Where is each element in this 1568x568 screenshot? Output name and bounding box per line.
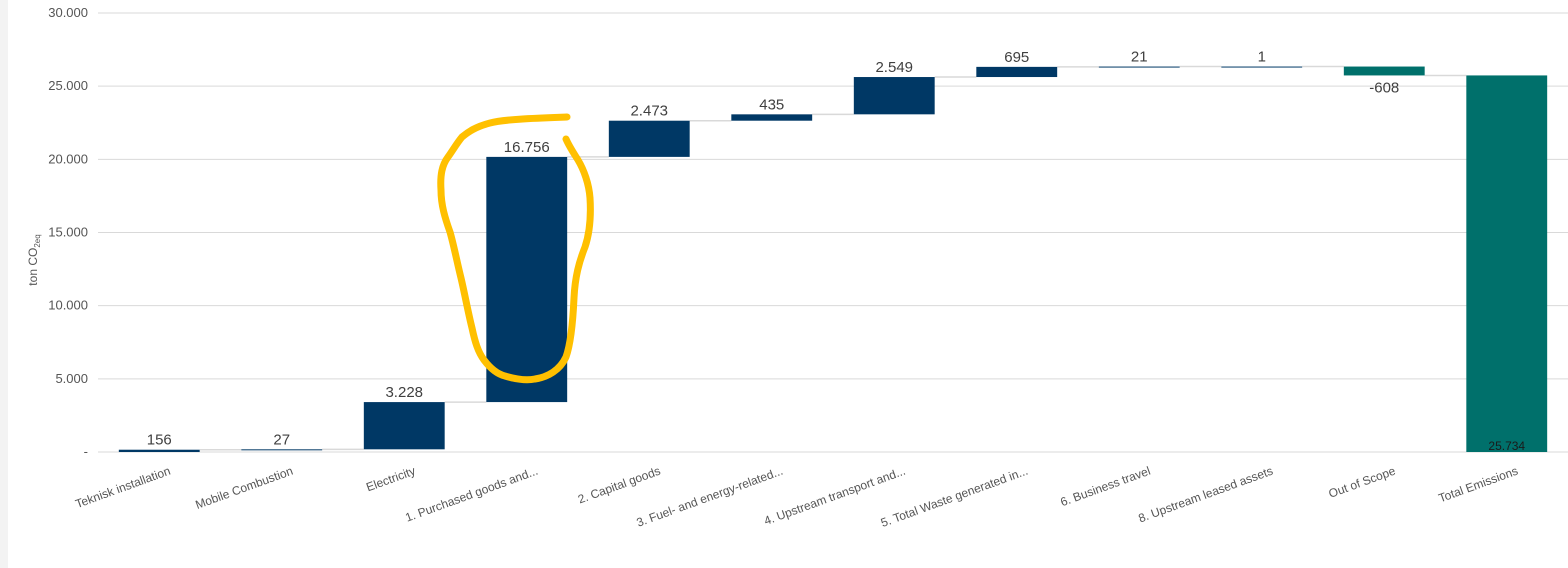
category-label: 1. Purchased goods and... — [403, 464, 539, 525]
gridlines — [98, 12, 1568, 453]
y-axis-label: ton CO2eq — [26, 234, 42, 285]
data-label: 435 — [759, 96, 784, 113]
data-label: -608 — [1369, 79, 1399, 96]
data-label: 156 — [147, 432, 172, 449]
bar — [241, 449, 323, 451]
y-tick-label: 5.000 — [55, 371, 88, 386]
y-tick-label: 30.000 — [48, 5, 88, 20]
category-label: Out of Scope — [1327, 464, 1398, 501]
data-labels: 156 27 3.228 16.756 2.473 435 2.549 695 21 1 -608 2… — [147, 49, 1526, 453]
bar — [1221, 66, 1303, 68]
y-tick-label: 20.000 — [48, 151, 88, 166]
data-label: 2.549 — [875, 59, 913, 76]
category-label: Teknisk installation — [73, 464, 172, 511]
bar — [363, 402, 445, 450]
data-label: 25.734 — [1488, 439, 1525, 453]
highlight-circle-annotation — [437, 113, 594, 384]
bar — [486, 156, 568, 403]
data-label: 3.228 — [385, 384, 423, 401]
bar — [1343, 66, 1425, 76]
category-label: Total Emissions — [1437, 464, 1520, 506]
bar — [853, 77, 935, 115]
category-label: 6. Business travel — [1058, 464, 1152, 510]
y-axis-ticks: - 5.000 10.000 15.000 20.000 25.000 30.000 — [48, 5, 88, 459]
category-label: 2. Capital goods — [576, 464, 662, 507]
bars — [118, 66, 1548, 453]
data-label: 695 — [1004, 49, 1029, 66]
bar — [118, 449, 200, 452]
bar — [1466, 75, 1548, 453]
data-label: 2.473 — [630, 103, 668, 120]
data-label: 1 — [1258, 49, 1266, 66]
y-tick-label: 10.000 — [48, 298, 88, 313]
category-label: Electricity — [364, 464, 417, 495]
data-label: 16.756 — [504, 139, 550, 156]
panel-edge — [0, 0, 8, 568]
bar — [1098, 66, 1180, 68]
y-tick-label: 15.000 — [48, 225, 88, 240]
category-label: Mobile Combustion — [193, 464, 294, 512]
data-label: 21 — [1131, 49, 1148, 66]
category-label: 8. Upstream leased assets — [1136, 464, 1274, 526]
data-label: 27 — [273, 431, 290, 448]
bar — [731, 114, 813, 121]
y-tick-label: - — [84, 444, 88, 459]
y-tick-label: 25.000 — [48, 78, 88, 93]
category-labels: Teknisk installation Mobile Combustion Ele… — [73, 464, 1519, 530]
bar — [976, 66, 1058, 78]
bar-connectors — [199, 65, 1467, 451]
bar — [608, 120, 690, 157]
